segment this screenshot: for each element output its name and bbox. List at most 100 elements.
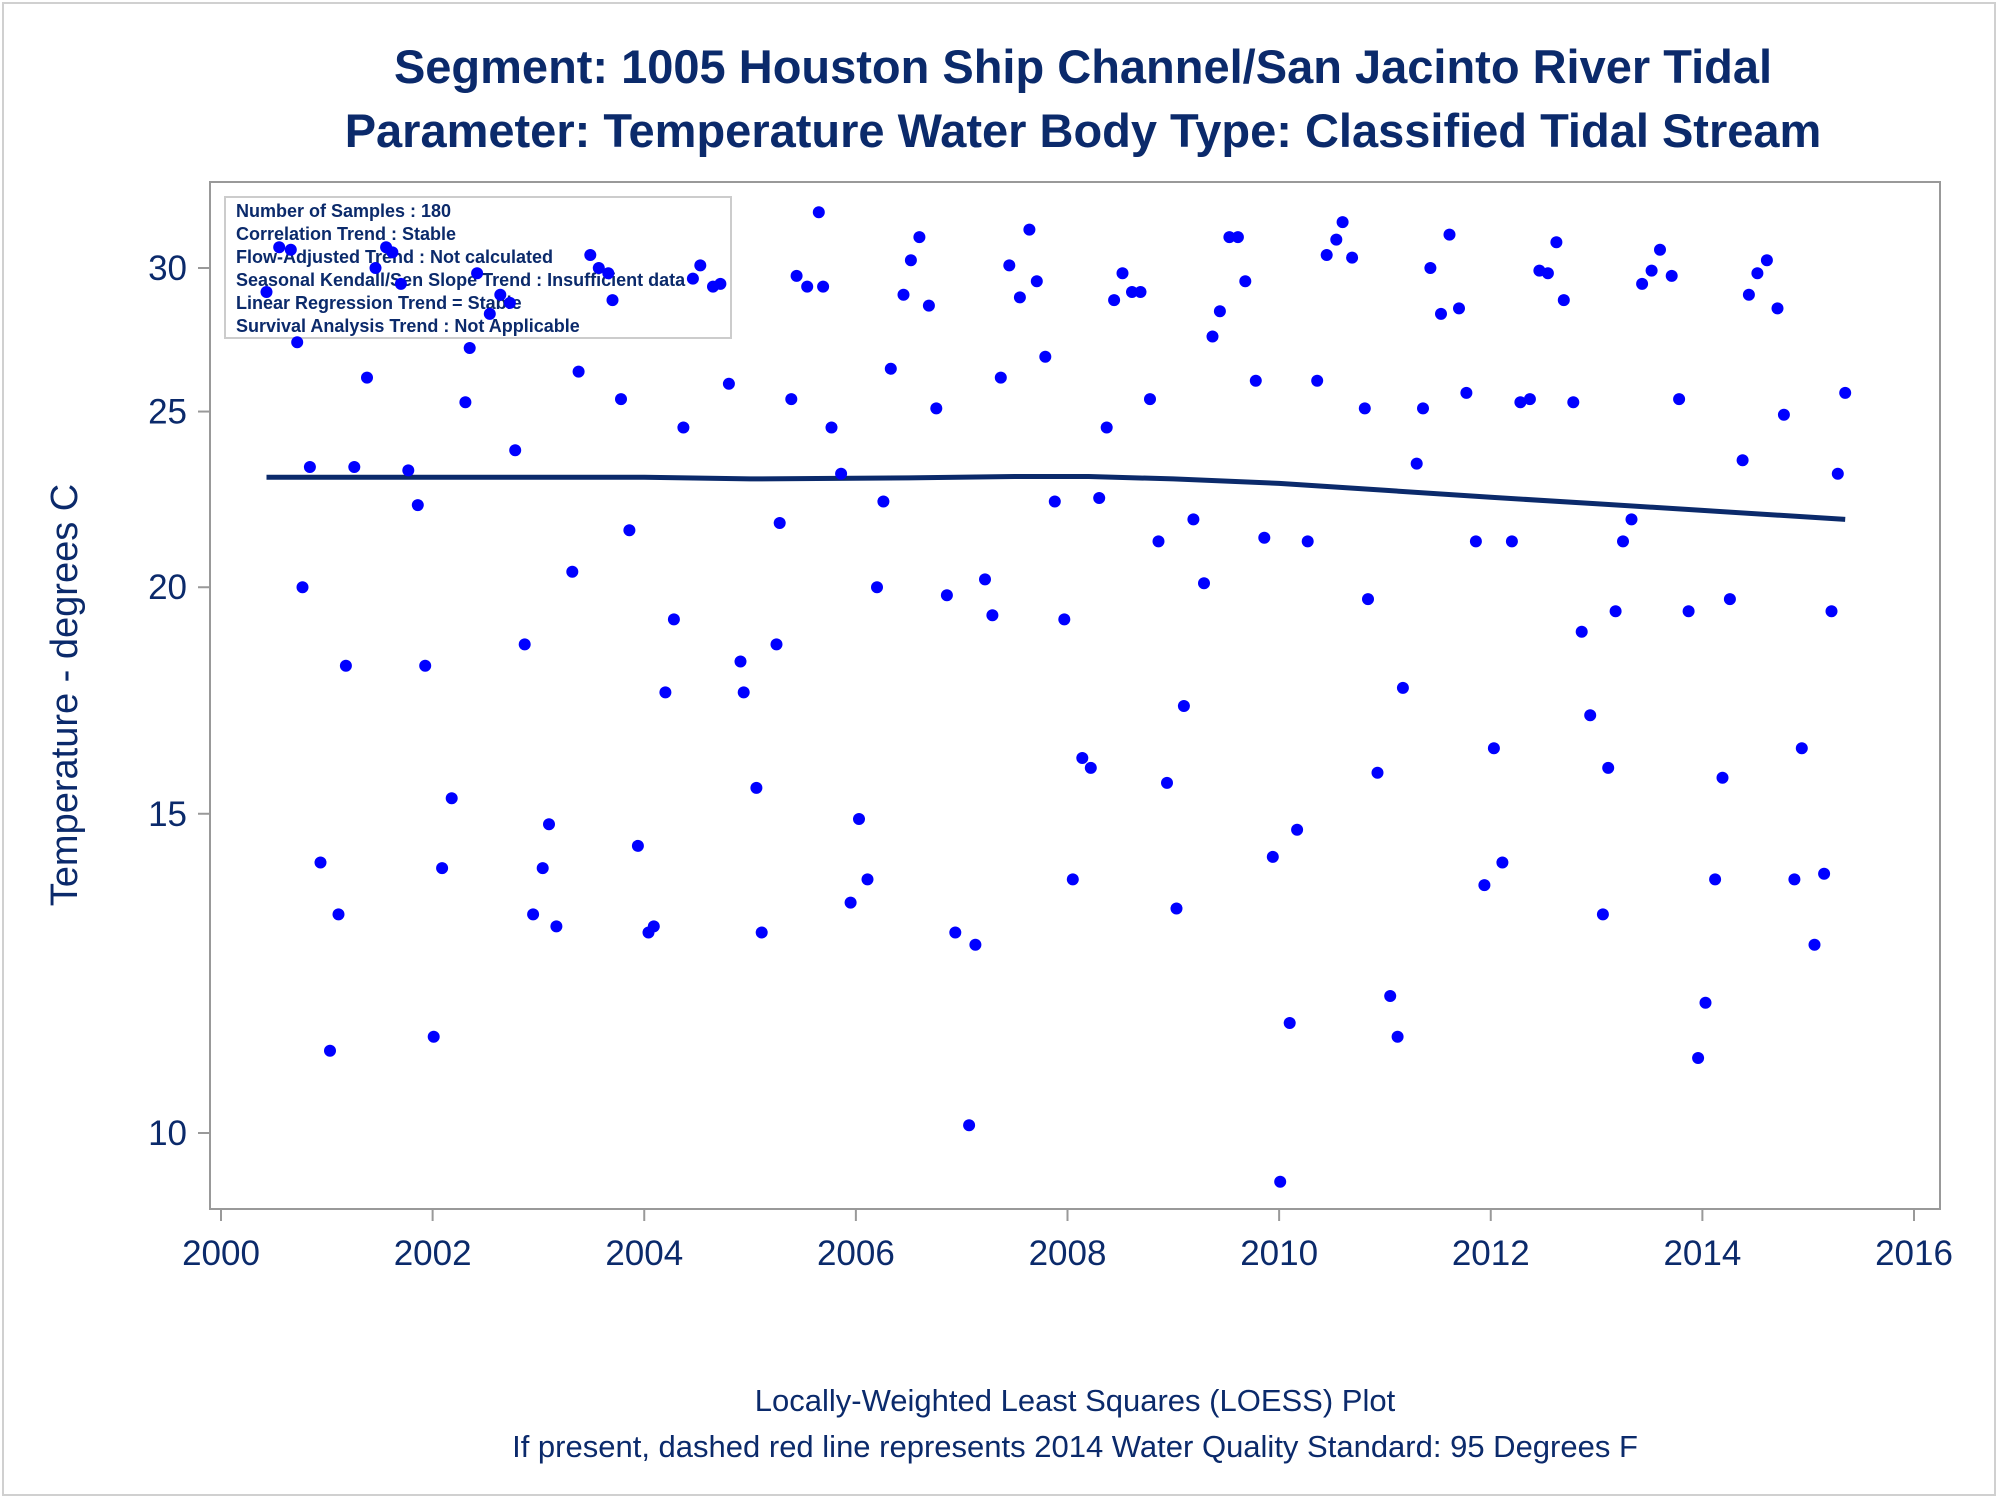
data-point <box>463 342 476 354</box>
data-point <box>659 686 672 699</box>
y-tick-label: 30 <box>148 249 187 288</box>
data-point <box>411 499 424 512</box>
data-point <box>1673 393 1686 406</box>
data-point <box>1023 223 1036 236</box>
data-point <box>969 938 982 951</box>
data-point <box>314 856 327 869</box>
x-axis: 2000 2002 2004 2006 2008 2010 2012 2014 2016 <box>182 1208 1953 1273</box>
data-point <box>1723 593 1736 606</box>
data-point <box>1609 605 1622 618</box>
data-point <box>1371 766 1384 779</box>
data-point <box>471 267 484 280</box>
data-point <box>1258 531 1271 544</box>
data-point <box>260 286 273 298</box>
data-point <box>1808 938 1821 951</box>
data-point <box>1231 231 1244 244</box>
data-point <box>592 262 605 274</box>
x-tick-label: 2012 <box>1452 1234 1530 1273</box>
data-point <box>817 280 830 293</box>
data-point <box>1391 1030 1404 1043</box>
data-point <box>835 467 848 480</box>
data-point <box>284 243 297 256</box>
data-point <box>296 581 309 594</box>
data-point <box>994 371 1007 384</box>
data-point <box>427 1030 440 1043</box>
data-point <box>677 421 690 434</box>
data-point <box>348 461 361 473</box>
data-point <box>527 908 540 921</box>
data-point <box>1760 254 1773 267</box>
data-point <box>1596 908 1609 921</box>
data-point <box>1039 350 1052 363</box>
data-point <box>1636 277 1649 290</box>
y-tick-label: 25 <box>148 393 187 432</box>
data-point <box>494 288 507 301</box>
info-box-line: Survival Analysis Trend : Not Applicable <box>236 316 580 336</box>
data-point <box>1066 873 1079 886</box>
data-point <box>572 365 585 378</box>
data-point <box>394 277 407 290</box>
data-point <box>844 896 857 909</box>
x-tick-label: 2002 <box>394 1234 472 1273</box>
loess-trend-line <box>266 474 1846 522</box>
data-point <box>1206 330 1219 343</box>
data-point <box>930 402 943 415</box>
loess-layer <box>266 474 1846 522</box>
data-point <box>734 655 747 668</box>
data-point <box>770 638 783 651</box>
data-point <box>1093 492 1106 504</box>
data-point <box>1460 386 1473 399</box>
data-point <box>1523 393 1536 406</box>
x-tick-label: 2004 <box>605 1234 683 1273</box>
data-point <box>1771 302 1784 315</box>
data-point <box>1116 267 1129 280</box>
data-point <box>897 288 910 301</box>
data-point <box>755 926 768 939</box>
data-point <box>904 254 917 267</box>
data-point <box>922 299 935 312</box>
data-point <box>1682 605 1695 618</box>
chart-subtitle: Parameter: Temperature Water Body Type: … <box>345 104 1822 157</box>
data-point <box>1013 291 1026 304</box>
data-point <box>1384 990 1397 1002</box>
data-point <box>1161 776 1173 789</box>
data-point <box>1709 873 1722 886</box>
data-point <box>1417 402 1429 415</box>
data-point <box>1003 259 1016 272</box>
data-point <box>566 565 579 578</box>
data-point <box>536 862 549 875</box>
data-point <box>631 839 644 852</box>
data-point <box>1541 267 1554 280</box>
data-point <box>445 792 458 805</box>
data-point <box>1362 593 1374 606</box>
data-point <box>1346 251 1359 264</box>
data-point <box>1076 752 1089 764</box>
data-point <box>1213 305 1226 318</box>
data-point <box>1152 535 1165 548</box>
data-point <box>812 206 825 219</box>
data-point <box>1198 577 1210 590</box>
data-point <box>1692 1052 1705 1064</box>
data-point <box>518 638 531 651</box>
y-axis-label: Temperature - degrees C <box>44 484 86 906</box>
info-box-line: Linear Regression Trend = Stable <box>236 293 522 313</box>
data-point <box>1301 535 1314 548</box>
data-point <box>1839 386 1852 399</box>
data-point <box>1567 396 1580 409</box>
data-point <box>1602 761 1615 774</box>
data-point <box>1584 709 1597 722</box>
data-point <box>1478 879 1491 892</box>
data-point <box>1336 216 1349 229</box>
data-point <box>402 464 415 477</box>
data-point <box>509 444 522 457</box>
y-tick-label: 20 <box>148 568 187 607</box>
data-point <box>550 920 563 933</box>
data-point <box>853 813 865 825</box>
data-point <box>1777 408 1790 421</box>
data-point <box>602 267 615 280</box>
data-point <box>1435 307 1447 320</box>
data-point <box>1617 535 1629 548</box>
data-point <box>1266 850 1279 863</box>
data-point <box>1100 421 1113 434</box>
